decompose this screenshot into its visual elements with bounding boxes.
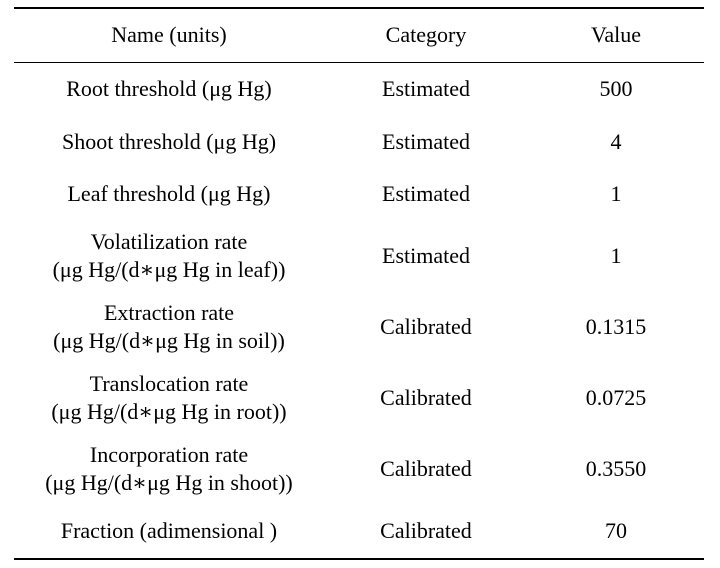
row-value: 0.3550 bbox=[585, 456, 647, 481]
row-value: 70 bbox=[605, 518, 627, 543]
row-name-cell: Fraction (adimensional ) bbox=[14, 510, 324, 552]
row-name-line: Root threshold (μg Hg) bbox=[66, 76, 272, 101]
row-value: 0.1315 bbox=[585, 314, 647, 339]
row-category: Calibrated bbox=[380, 385, 472, 410]
row-category: Calibrated bbox=[380, 314, 472, 339]
row-name-line: Volatilization rate bbox=[90, 229, 248, 254]
row-name-line: Shoot threshold (μg Hg) bbox=[61, 129, 277, 154]
row-name-cell: Extraction rate (μg Hg/(d∗μg Hg in soil)… bbox=[14, 298, 324, 356]
row-name-units-line: (μg Hg/(d∗μg Hg in root)) bbox=[51, 399, 287, 424]
header-value: Value bbox=[590, 22, 642, 47]
row-category: Calibrated bbox=[380, 456, 472, 481]
header-name: Name (units) bbox=[111, 22, 227, 47]
row-value: 1 bbox=[610, 243, 622, 268]
row-value: 1 bbox=[610, 181, 622, 206]
row-value: 0.0725 bbox=[585, 385, 647, 410]
row-name-units-line: (μg Hg/(d∗μg Hg in shoot)) bbox=[45, 470, 293, 495]
row-name-cell: Translocation rate (μg Hg/(d∗μg Hg in ro… bbox=[14, 369, 324, 427]
row-category: Estimated bbox=[382, 243, 470, 268]
header-category: Category bbox=[385, 22, 467, 47]
row-category: Estimated bbox=[382, 129, 470, 154]
row-value: 4 bbox=[610, 129, 622, 154]
row-category: Estimated bbox=[382, 76, 470, 101]
row-name-line: Fraction (adimensional ) bbox=[60, 518, 278, 543]
row-category: Estimated bbox=[382, 181, 470, 206]
row-name-cell: Volatilization rate (μg Hg/(d∗μg Hg in l… bbox=[14, 227, 324, 285]
row-name-line: Leaf threshold (μg Hg) bbox=[67, 181, 271, 206]
row-name-line: Extraction rate bbox=[103, 300, 235, 325]
row-name-units-line: (μg Hg/(d∗μg Hg in leaf)) bbox=[52, 257, 286, 282]
row-name-cell: Leaf threshold (μg Hg) bbox=[14, 173, 324, 215]
table-top-rule bbox=[14, 7, 704, 9]
row-name-cell: Shoot threshold (μg Hg) bbox=[14, 121, 324, 163]
row-value: 500 bbox=[599, 76, 633, 101]
row-name-line: Translocation rate bbox=[89, 371, 249, 396]
row-category: Calibrated bbox=[380, 518, 472, 543]
table-header-rule bbox=[14, 62, 704, 63]
row-name-cell: Incorporation rate (μg Hg/(d∗μg Hg in sh… bbox=[14, 440, 324, 498]
table-bottom-rule bbox=[14, 558, 704, 560]
row-name-line: Incorporation rate bbox=[89, 442, 249, 467]
row-name-units-line: (μg Hg/(d∗μg Hg in soil)) bbox=[53, 328, 285, 353]
row-name-cell: Root threshold (μg Hg) bbox=[14, 68, 324, 110]
